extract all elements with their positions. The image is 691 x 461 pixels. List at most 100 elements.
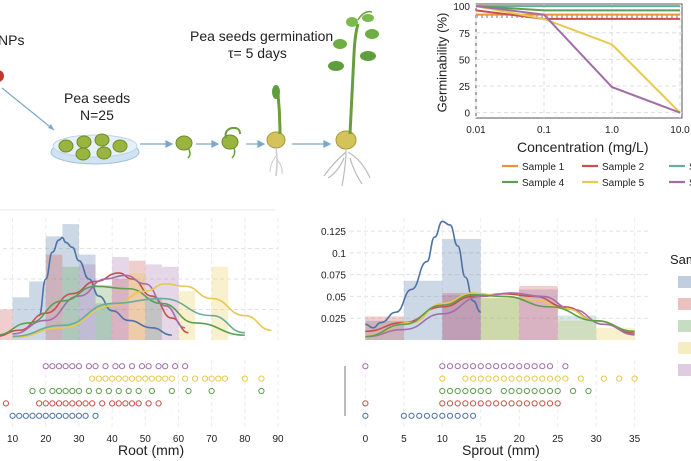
strip-point	[42, 400, 49, 407]
strip-point	[454, 387, 461, 395]
germ-legend-label: Sample 4	[522, 178, 565, 189]
germ-x-tick-label: 1.0	[605, 125, 619, 136]
strip-point	[577, 375, 584, 382]
histogram-bar	[45, 254, 63, 340]
strip-point	[454, 400, 461, 407]
strip-point	[446, 412, 454, 419]
strip-point	[562, 375, 569, 382]
strip-point	[118, 363, 126, 370]
density-curve	[12, 297, 245, 338]
strip-point	[508, 363, 515, 370]
strip-point	[55, 387, 63, 395]
strip-point	[168, 387, 175, 395]
strip-point	[148, 387, 156, 395]
strip-point	[155, 375, 162, 382]
x-tick-label: 15	[475, 434, 487, 445]
strip-point	[39, 387, 46, 395]
strip-point	[115, 387, 122, 395]
strip-point	[523, 363, 531, 370]
strip-point	[477, 363, 484, 370]
germinability-ylabel: Germinability (%)	[434, 12, 450, 113]
histogram-bar	[62, 266, 79, 340]
sprout-histogram-chart: 0 5 10 15 20 25 30 35 0.025 0.05 0.075 0.1 0.125 Sam	[321, 218, 691, 445]
strip-point	[485, 363, 492, 370]
germ-y-tick-label: 50	[459, 55, 471, 66]
strip-point	[89, 400, 96, 407]
strip-point	[469, 412, 477, 419]
strip-point	[508, 375, 515, 382]
strip-point	[62, 387, 69, 395]
strip-point	[493, 363, 500, 370]
strip-point	[49, 363, 56, 370]
density-curve	[0, 285, 245, 336]
y-tick-label: 0.1	[332, 249, 346, 260]
strip-point	[109, 375, 116, 382]
strip-point	[462, 412, 469, 419]
strip-point	[36, 412, 43, 419]
germ-y-tick-label: 25	[459, 82, 471, 93]
germ-y-tick-label: 0	[464, 109, 470, 120]
x-tick-label: 90	[272, 434, 284, 445]
strip-point	[508, 400, 515, 407]
strip-point	[112, 363, 119, 370]
root-xlabel: Root (mm)	[118, 442, 185, 458]
strip-point	[2, 400, 10, 407]
strip-point	[493, 375, 500, 382]
strip-point	[49, 387, 56, 395]
germ-x-tick-label: 10.0	[670, 125, 690, 136]
root-histogram-chart: 10 20 30 40 50 60 70 80 90	[0, 209, 284, 445]
strip-point	[82, 412, 89, 419]
germ-plot-area	[475, 3, 683, 119]
strip-point	[462, 363, 469, 370]
x-tick-label: 60	[173, 434, 185, 445]
strip-point	[95, 387, 102, 395]
strip-point	[546, 363, 554, 370]
strip-point	[42, 363, 49, 370]
strip-point	[182, 363, 189, 370]
x-tick-label: 25	[552, 434, 564, 445]
strip-point	[439, 412, 446, 419]
strip-point	[42, 412, 49, 419]
x-tick-label: 20	[40, 434, 52, 445]
strip-point	[493, 400, 500, 407]
strip-point	[616, 375, 623, 382]
strip-point	[546, 387, 554, 395]
germ-legend-label: Sam	[689, 178, 691, 189]
density-curve	[12, 274, 186, 335]
strip-point	[49, 400, 56, 407]
histogram-bar	[480, 296, 520, 340]
strip-point	[75, 363, 83, 370]
strip-point	[362, 400, 369, 407]
strip-point	[446, 400, 454, 407]
strip-point	[75, 387, 83, 395]
strip-point	[29, 412, 36, 419]
sprout-legend-swatch	[678, 298, 691, 310]
histogram-bar	[95, 285, 113, 340]
strip-point	[562, 363, 569, 370]
germinability-xlabel: Concentration (mg/L)	[517, 139, 649, 155]
strip-point	[431, 412, 438, 419]
germination-title: Pea seeds germination	[190, 28, 334, 44]
strip-point	[49, 412, 56, 419]
histogram-bar	[557, 320, 597, 340]
strip-point	[569, 387, 577, 395]
x-tick-label: 20	[514, 434, 526, 445]
germ-x-tick-label: 0.1	[537, 125, 551, 136]
strip-point	[516, 387, 523, 395]
strip-point	[138, 363, 146, 370]
strip-point	[531, 363, 538, 370]
strip-point	[148, 375, 156, 382]
strip-point	[85, 387, 92, 395]
strip-point	[439, 375, 446, 382]
strip-point	[600, 375, 607, 382]
strip-point	[92, 363, 99, 370]
strip-point	[102, 363, 109, 370]
seed-stage-3	[266, 85, 286, 177]
germ-series-line	[475, 5, 681, 114]
strip-point	[585, 387, 592, 395]
strip-point	[55, 412, 63, 419]
strip-point	[400, 412, 407, 419]
strip-point	[125, 387, 132, 395]
germ-legend-label: Sample 1	[522, 162, 565, 173]
germ-series-line	[475, 9, 680, 20]
